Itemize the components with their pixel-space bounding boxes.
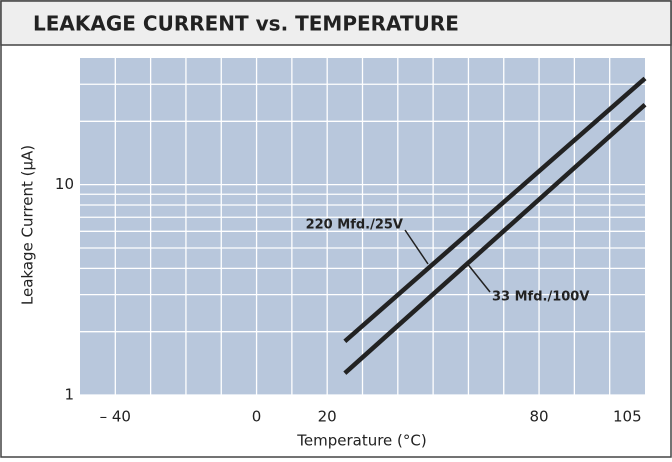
- series-label: 220 Mfd./25V: [306, 218, 403, 233]
- x-tick-label: 20: [318, 408, 337, 426]
- title-bar: [0, 0, 672, 46]
- leader-line: [465, 261, 491, 293]
- series-line: [343, 76, 647, 343]
- y-tick-label: 1: [64, 386, 74, 404]
- y-axis-label: Leakage Current (µA): [19, 145, 37, 305]
- chart-title: LEAKAGE CURRENT vs. TEMPERATURE: [33, 12, 459, 36]
- x-tick-label: – 40: [100, 408, 131, 426]
- leader-line: [404, 229, 429, 265]
- series-label: 33 Mfd./100V: [492, 290, 589, 305]
- x-tick-label: 80: [530, 408, 549, 426]
- y-tick-label: 10: [55, 175, 74, 193]
- x-tick-label: 105: [613, 408, 642, 426]
- x-tick-label: 0: [252, 408, 262, 426]
- series-line: [343, 102, 647, 375]
- x-axis-label: Temperature (°C): [296, 432, 426, 450]
